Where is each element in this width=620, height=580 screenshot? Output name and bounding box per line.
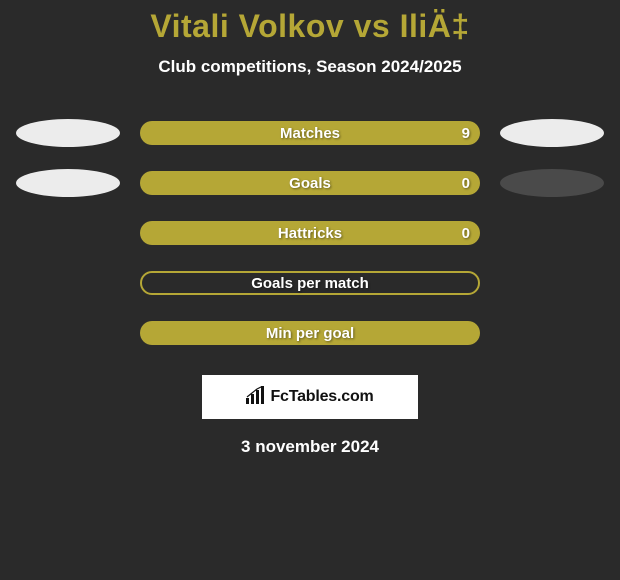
brand-box: FcTables.com — [202, 375, 418, 419]
brand-chart-icon — [246, 386, 266, 409]
right-ellipse — [500, 319, 604, 347]
left-ellipse — [16, 219, 120, 247]
stat-rows: Matches 9 Goals 0 Hattricks 0 Goals per match M… — [0, 119, 620, 347]
left-ellipse — [16, 269, 120, 297]
stat-row: Goals 0 — [0, 169, 620, 197]
page-title: Vitali Volkov vs IliÄ‡ — [0, 0, 620, 45]
stat-label: Goals — [289, 175, 331, 192]
right-ellipse — [500, 269, 604, 297]
stat-label: Matches — [280, 125, 340, 142]
stat-row: Min per goal — [0, 319, 620, 347]
stat-value: 0 — [462, 175, 470, 192]
left-ellipse — [16, 169, 120, 197]
stat-label: Goals per match — [251, 275, 369, 292]
right-ellipse — [500, 169, 604, 197]
left-ellipse — [16, 119, 120, 147]
stat-bar: Goals per match — [140, 271, 480, 295]
subtitle: Club competitions, Season 2024/2025 — [0, 57, 620, 77]
stat-bar: Hattricks 0 — [140, 221, 480, 245]
stat-value: 9 — [462, 125, 470, 142]
brand-text: FcTables.com — [270, 388, 373, 406]
stat-label: Min per goal — [266, 325, 354, 342]
left-ellipse — [16, 319, 120, 347]
date-text: 3 november 2024 — [0, 437, 620, 457]
stat-row: Goals per match — [0, 269, 620, 297]
stat-label: Hattricks — [278, 225, 342, 242]
stat-value: 0 — [462, 225, 470, 242]
stat-row: Hattricks 0 — [0, 219, 620, 247]
right-ellipse — [500, 219, 604, 247]
right-ellipse — [500, 119, 604, 147]
stat-bar: Min per goal — [140, 321, 480, 345]
stat-bar: Goals 0 — [140, 171, 480, 195]
stat-bar: Matches 9 — [140, 121, 480, 145]
stat-row: Matches 9 — [0, 119, 620, 147]
